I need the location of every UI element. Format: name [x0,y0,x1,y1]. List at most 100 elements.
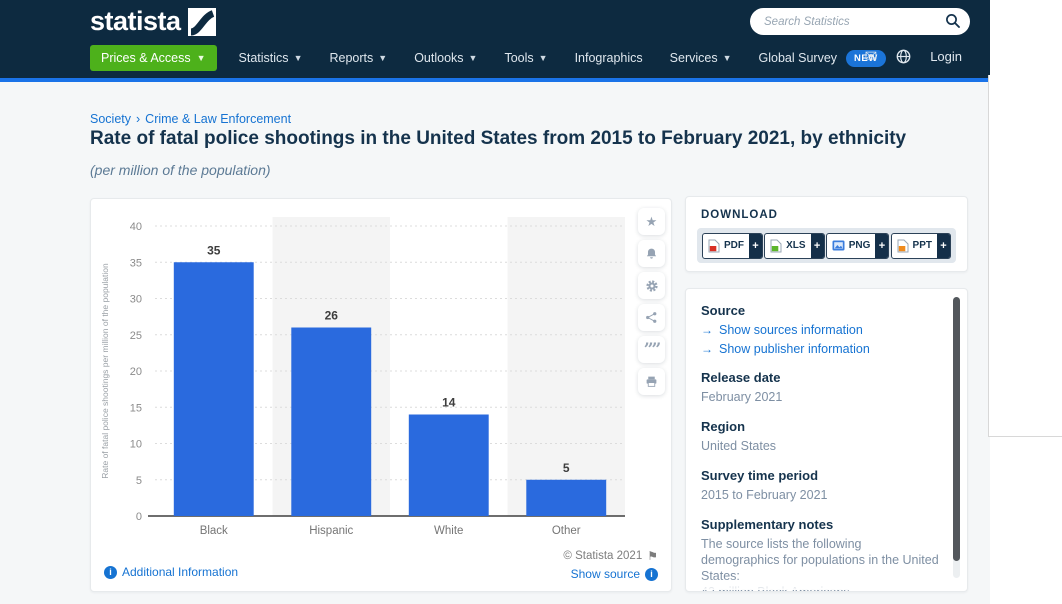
flag-icon[interactable]: ⚑ [647,549,658,563]
nav-statistics-label: Statistics [239,51,289,65]
main-navigation: Prices & Access ▼ Statistics▼ Reports▼ O… [90,45,910,71]
download-card: DOWNLOAD PDF + XLS + [685,196,968,272]
search-icon[interactable] [945,13,961,29]
ppt-label: PPT [913,240,932,251]
statista-logo[interactable]: statista [90,6,216,37]
nav-item-tools[interactable]: Tools ▼ [504,51,547,65]
show-sources-information-label: Show sources information [719,323,863,337]
show-publisher-information-label: Show publisher information [719,342,870,356]
svg-text:0: 0 [136,511,142,523]
pdf-file-icon [708,239,720,253]
svg-text:Hispanic: Hispanic [309,525,353,537]
page-content: Society › Crime & Law Enforcement Rate of … [0,82,990,604]
statistic-details-card: Source → Show sources information → Show… [685,288,968,592]
share-icon[interactable] [638,304,665,331]
pdf-plus-button[interactable]: + [749,233,762,259]
header-right-actions: ✉ Login [865,49,962,64]
svg-text:5: 5 [563,461,570,475]
breadcrumb-crime-law[interactable]: Crime & Law Enforcement [145,112,291,126]
png-label: PNG [849,240,871,251]
top-navigation-bar: statista Prices & Access ▼ Statistics▼ R [0,0,990,78]
nav-item-services[interactable]: Services ▼ [670,51,732,65]
ppt-plus-button[interactable]: + [937,233,950,259]
svg-text:5: 5 [136,475,142,487]
show-publisher-information-link[interactable]: → Show publisher information [701,342,941,356]
png-plus-button[interactable]: + [875,233,888,259]
source-heading: Source [701,303,941,318]
download-pdf-button[interactable]: PDF + [702,233,763,259]
nav-item-global-survey[interactable]: Global Survey [759,51,838,65]
mail-icon[interactable]: ✉ [865,49,878,64]
xls-plus-button[interactable]: + [811,233,824,259]
region-value: United States [701,438,941,454]
svg-text:10: 10 [130,439,142,451]
scrollbar-track[interactable] [953,297,960,578]
download-xls-button[interactable]: XLS + [764,233,824,259]
svg-text:35: 35 [130,257,142,269]
svg-text:15: 15 [130,402,142,414]
nav-item-statistics[interactable]: Statistics ▼ [239,51,303,65]
statistic-details-content: Source → Show sources information → Show… [686,289,967,592]
svg-text:25: 25 [130,330,142,342]
statista-logo-icon [188,8,216,36]
chart-toolbar: ★ ”” [638,208,665,395]
copyright-label: © Statista 2021 [563,550,642,562]
breadcrumb: Society › Crime & Law Enforcement [90,112,291,126]
survey-time-period-heading: Survey time period [701,468,941,483]
supplementary-notes-line: The source lists the following demograph… [701,536,941,584]
supplementary-notes-heading: Supplementary notes [701,517,941,532]
svg-text:White: White [434,525,463,537]
show-sources-information-link[interactable]: → Show sources information [701,323,941,337]
chart-card: 051015202530354035Black26Hispanic14White… [90,198,672,592]
svg-text:35: 35 [207,243,221,257]
statista-statistic-page: statista Prices & Access ▼ Statistics▼ R [0,0,1062,604]
arrow-right-icon: → [701,342,713,356]
release-date-value: February 2021 [701,389,941,405]
nav-item-infographics[interactable]: Infographics [575,51,643,65]
pdf-label: PDF [724,240,744,251]
show-source-link[interactable]: Show source i [563,567,658,581]
settings-gear-icon[interactable] [638,272,665,299]
download-png-button[interactable]: PNG + [826,233,890,259]
nav-item-outlooks[interactable]: Outlooks▼ [414,51,477,65]
chart-footer-right: © Statista 2021 ⚑ Show source i [563,549,658,581]
nav-item-reports[interactable]: Reports▼ [329,51,387,65]
nav-outlooks-label: Outlooks [414,51,463,65]
svg-text:Black: Black [200,525,228,537]
info-icon: i [104,566,117,579]
breadcrumb-separator: › [136,112,140,126]
ppt-file-icon [897,239,909,253]
chevron-down-icon: ▼ [197,53,206,63]
content-fade [687,578,953,590]
scrollbar-thumb[interactable] [953,297,960,561]
svg-text:Rate of fatal police shootings: Rate of fatal police shootings per milli… [100,263,110,479]
nav-tools-label: Tools [504,51,533,65]
additional-information-label: Additional Information [122,565,238,579]
additional-information-link[interactable]: i Additional Information [104,565,238,579]
globe-icon[interactable] [896,49,911,64]
breadcrumb-society[interactable]: Society [90,112,131,126]
nav-prices-access-button[interactable]: Prices & Access ▼ [90,45,217,71]
statista-logo-text: statista [90,6,181,37]
favorite-star-icon[interactable]: ★ [638,208,665,235]
statista-copyright: © Statista 2021 ⚑ [563,549,658,563]
nav-services-label: Services [670,51,718,65]
notification-bell-icon[interactable] [638,240,665,267]
chevron-down-icon: ▼ [539,53,548,63]
citation-quote-icon[interactable]: ”” [638,336,665,363]
svg-text:Other: Other [552,525,581,537]
svg-text:14: 14 [442,396,456,410]
svg-text:40: 40 [130,221,142,233]
survey-time-period-value: 2015 to February 2021 [701,487,941,503]
region-heading: Region [701,419,941,434]
search-input[interactable] [764,8,934,35]
print-icon[interactable] [638,368,665,395]
chevron-down-icon: ▼ [294,53,303,63]
xls-label: XLS [786,240,805,251]
chevron-down-icon: ▼ [723,53,732,63]
login-link[interactable]: Login [930,49,962,64]
xls-file-icon [770,239,782,253]
nav-reports-label: Reports [329,51,373,65]
download-ppt-button[interactable]: PPT + [891,233,951,259]
svg-text:20: 20 [130,366,142,378]
